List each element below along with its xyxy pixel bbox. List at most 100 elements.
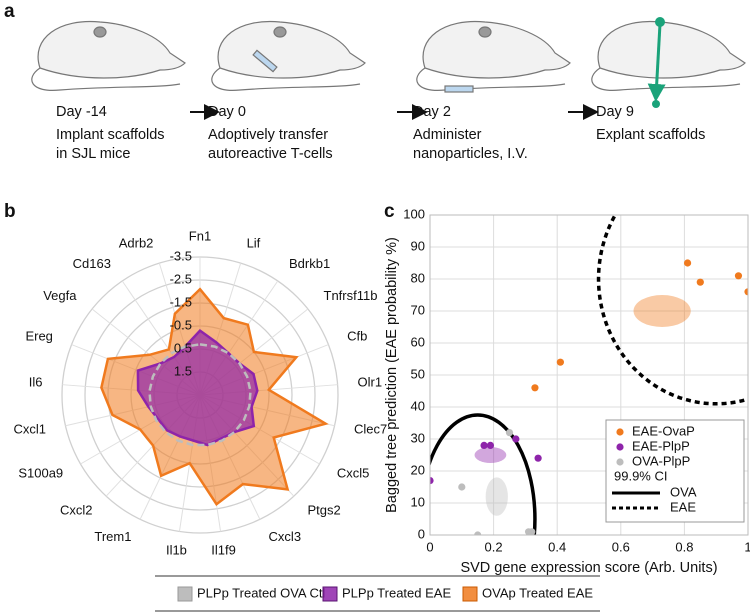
plot-area: [430, 215, 748, 535]
radar-tick-label: -1.5: [170, 294, 192, 309]
legend-label: PLPp Treated EAE: [342, 585, 451, 600]
x-tick-label: 0.8: [675, 539, 693, 554]
radar-category-label: Cd163: [73, 256, 111, 271]
timeline-day: Day 9: [596, 104, 634, 120]
legend-swatch: [177, 586, 193, 602]
radar-category-label: Olr1: [358, 375, 383, 390]
x-tick-label: 1: [744, 539, 750, 554]
timeline-day: Day 0: [208, 104, 246, 120]
radar-tick-label: -3.5: [170, 248, 192, 263]
radar-category-label: Cxcl5: [337, 465, 370, 480]
radar-tick-label: 1.5: [174, 363, 192, 378]
radar-chart: Fn1 Lif Bdrkb1 Tnfrsf11b Cfb Olr1 Clec7 Cxcl5 Pt…: [13, 228, 387, 557]
scatter-point: [734, 272, 743, 280]
legend-label: EAE-OvaP: [632, 423, 695, 438]
x-tick-label: 0.6: [612, 539, 630, 554]
plot-frame: [429, 214, 749, 536]
timeline-day: Day -14: [56, 104, 107, 120]
radar-category-label: Clec7: [354, 422, 387, 437]
scatter-point: [474, 531, 482, 535]
y-tick-label: 40: [411, 398, 425, 413]
bottom-legend: PLPp Treated OVA Ctl PLPp Treated EAE OVAp…: [177, 585, 593, 602]
timeline-step: Adoptively transfer: [208, 127, 328, 143]
y-tick-label: 80: [411, 270, 425, 285]
legend-swatch: [462, 586, 478, 602]
scatter-point: [744, 288, 748, 296]
y-tick-label: 90: [411, 238, 425, 253]
scatter-point: [512, 435, 520, 443]
radar-category-label: Cxcl3: [269, 529, 302, 544]
y-tick-label: 50: [411, 366, 425, 381]
legend-marker: [616, 428, 624, 436]
scatter-point: [458, 483, 466, 491]
timeline-step: nanoparticles, I.V.: [413, 146, 528, 162]
radar-tick-label: 0.5: [174, 340, 192, 355]
scatter-point: [480, 441, 488, 449]
scatter-point: [534, 454, 542, 462]
y-tick-label: 10: [411, 494, 425, 509]
scatter-point: [556, 358, 564, 366]
timeline-step: in SJL mice: [56, 146, 130, 162]
scatter-point: [531, 384, 539, 392]
legend-marker: [616, 458, 624, 466]
radar-category-label: Lif: [247, 235, 261, 250]
timeline-step: autoreactive T-cells: [208, 146, 333, 162]
radar-category-label: Bdrkb1: [289, 256, 330, 271]
mean-ellipse: [474, 447, 507, 463]
scatter-point: [430, 477, 434, 485]
legend-box: [605, 419, 745, 523]
y-axis-label: Bagged tree prediction (EAE probability …: [384, 237, 400, 513]
radar-category-label: Cfb: [347, 329, 367, 344]
legend-label: PLPp Treated OVA Ctl: [197, 585, 325, 600]
radar-category-label: Il6: [29, 375, 43, 390]
scatter-point: [696, 278, 704, 286]
x-tick-label: 0.4: [548, 539, 566, 554]
radar-category-label: Ptgs2: [307, 502, 340, 517]
legend-marker: [616, 443, 624, 451]
scatter-point: [683, 259, 692, 267]
x-tick-label: 0.2: [485, 539, 503, 554]
radar-category-label: Fn1: [189, 228, 211, 243]
y-tick-label: 20: [411, 462, 425, 477]
radar-tick-label: -0.5: [170, 317, 192, 332]
radar-category-label: Vegfa: [43, 288, 77, 303]
radar-series: [136, 328, 259, 447]
radar-category-label: S100a9: [18, 465, 63, 480]
scatter-point: [505, 429, 514, 437]
legend-label: 99.9% CI: [614, 468, 667, 483]
radar-category-label: Cxcl2: [60, 502, 93, 517]
y-tick-label: 30: [411, 430, 425, 445]
legend-swatch: [322, 586, 338, 602]
legend-label: EAE: [670, 499, 696, 514]
radar-tick-label: -2.5: [170, 271, 192, 286]
panel-label: b: [4, 201, 16, 222]
x-tick-label: 0: [426, 539, 433, 554]
radar-category-label: Cxcl1: [13, 422, 46, 437]
timeline-step: Implant scaffolds: [56, 127, 165, 143]
panel-label: a: [4, 1, 15, 22]
mouse-icons: [31, 17, 746, 108]
timeline-day: Day 2: [413, 104, 451, 120]
radar-category-label: Adrb2: [119, 235, 154, 250]
timeline-step: Explant scaffolds: [596, 127, 705, 143]
legend-label: EAE-PlpP: [632, 438, 690, 453]
legend-label: OVAp Treated EAE: [482, 585, 593, 600]
radar-category-label: Il1f9: [211, 543, 236, 558]
x-axis-label: SVD gene expression score (Arb. Units): [460, 560, 717, 576]
timeline-step: Administer: [413, 127, 482, 143]
ci-ellipse: [430, 413, 537, 535]
bottom-legend-frame: [155, 575, 600, 612]
y-tick-label: 70: [411, 302, 425, 317]
radar-category-label: Il1b: [166, 543, 187, 558]
y-tick-label: 0: [418, 526, 425, 541]
timeline: Day -14 Implant scaffolds in SJL mice Day 0…: [56, 104, 705, 162]
panel-label: c: [384, 201, 395, 222]
scatter-chart: 0 0.2 0.4 0.6 0.8 10102030405060708090100SVD …: [384, 206, 750, 576]
legend-label: OVA: [670, 484, 697, 499]
scatter-point: [486, 441, 495, 449]
ci-ellipse: [596, 215, 748, 406]
legend-label: OVA-PlpP: [632, 453, 690, 468]
radar-category-label: Tnfrsf11b: [324, 288, 378, 303]
y-tick-label: 60: [411, 334, 425, 349]
